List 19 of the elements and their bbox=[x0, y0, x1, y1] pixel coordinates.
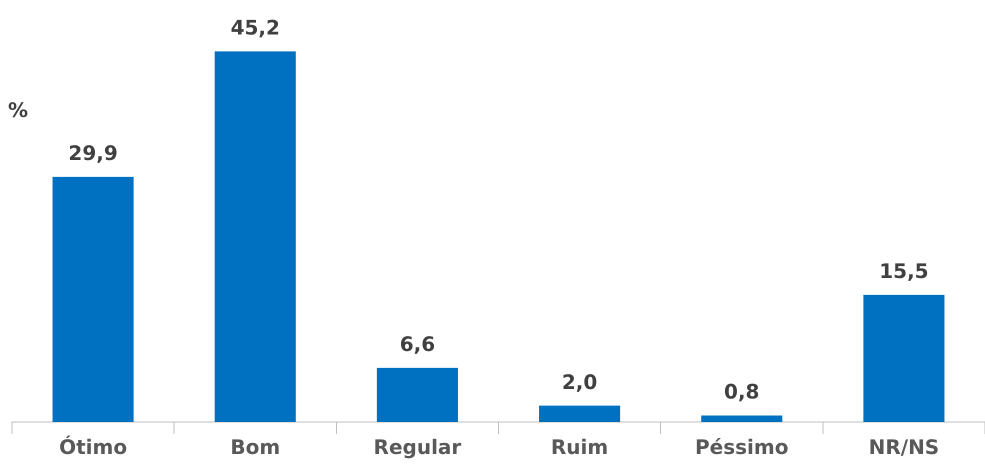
x-tick-label: Regular bbox=[374, 435, 462, 460]
data-label: 15,5 bbox=[879, 259, 929, 284]
x-tick-label: NR/NS bbox=[868, 435, 940, 460]
bar bbox=[863, 294, 944, 422]
x-tick-label: Ótimo bbox=[59, 435, 128, 460]
x-tick-label: Péssimo bbox=[695, 435, 788, 460]
data-label: 29,9 bbox=[68, 141, 118, 166]
bar bbox=[701, 415, 782, 422]
bar bbox=[376, 368, 458, 422]
x-tick-label: Bom bbox=[230, 435, 280, 460]
x-tick-label: Ruim bbox=[550, 435, 608, 460]
bar bbox=[539, 406, 620, 422]
bar bbox=[214, 51, 296, 422]
data-label: 2,0 bbox=[562, 370, 598, 394]
y-axis-title: % bbox=[8, 98, 28, 122]
data-label: 45,2 bbox=[230, 16, 280, 40]
data-label: 6,6 bbox=[400, 332, 436, 356]
bar bbox=[52, 176, 134, 422]
data-label: 0,8 bbox=[724, 380, 760, 404]
